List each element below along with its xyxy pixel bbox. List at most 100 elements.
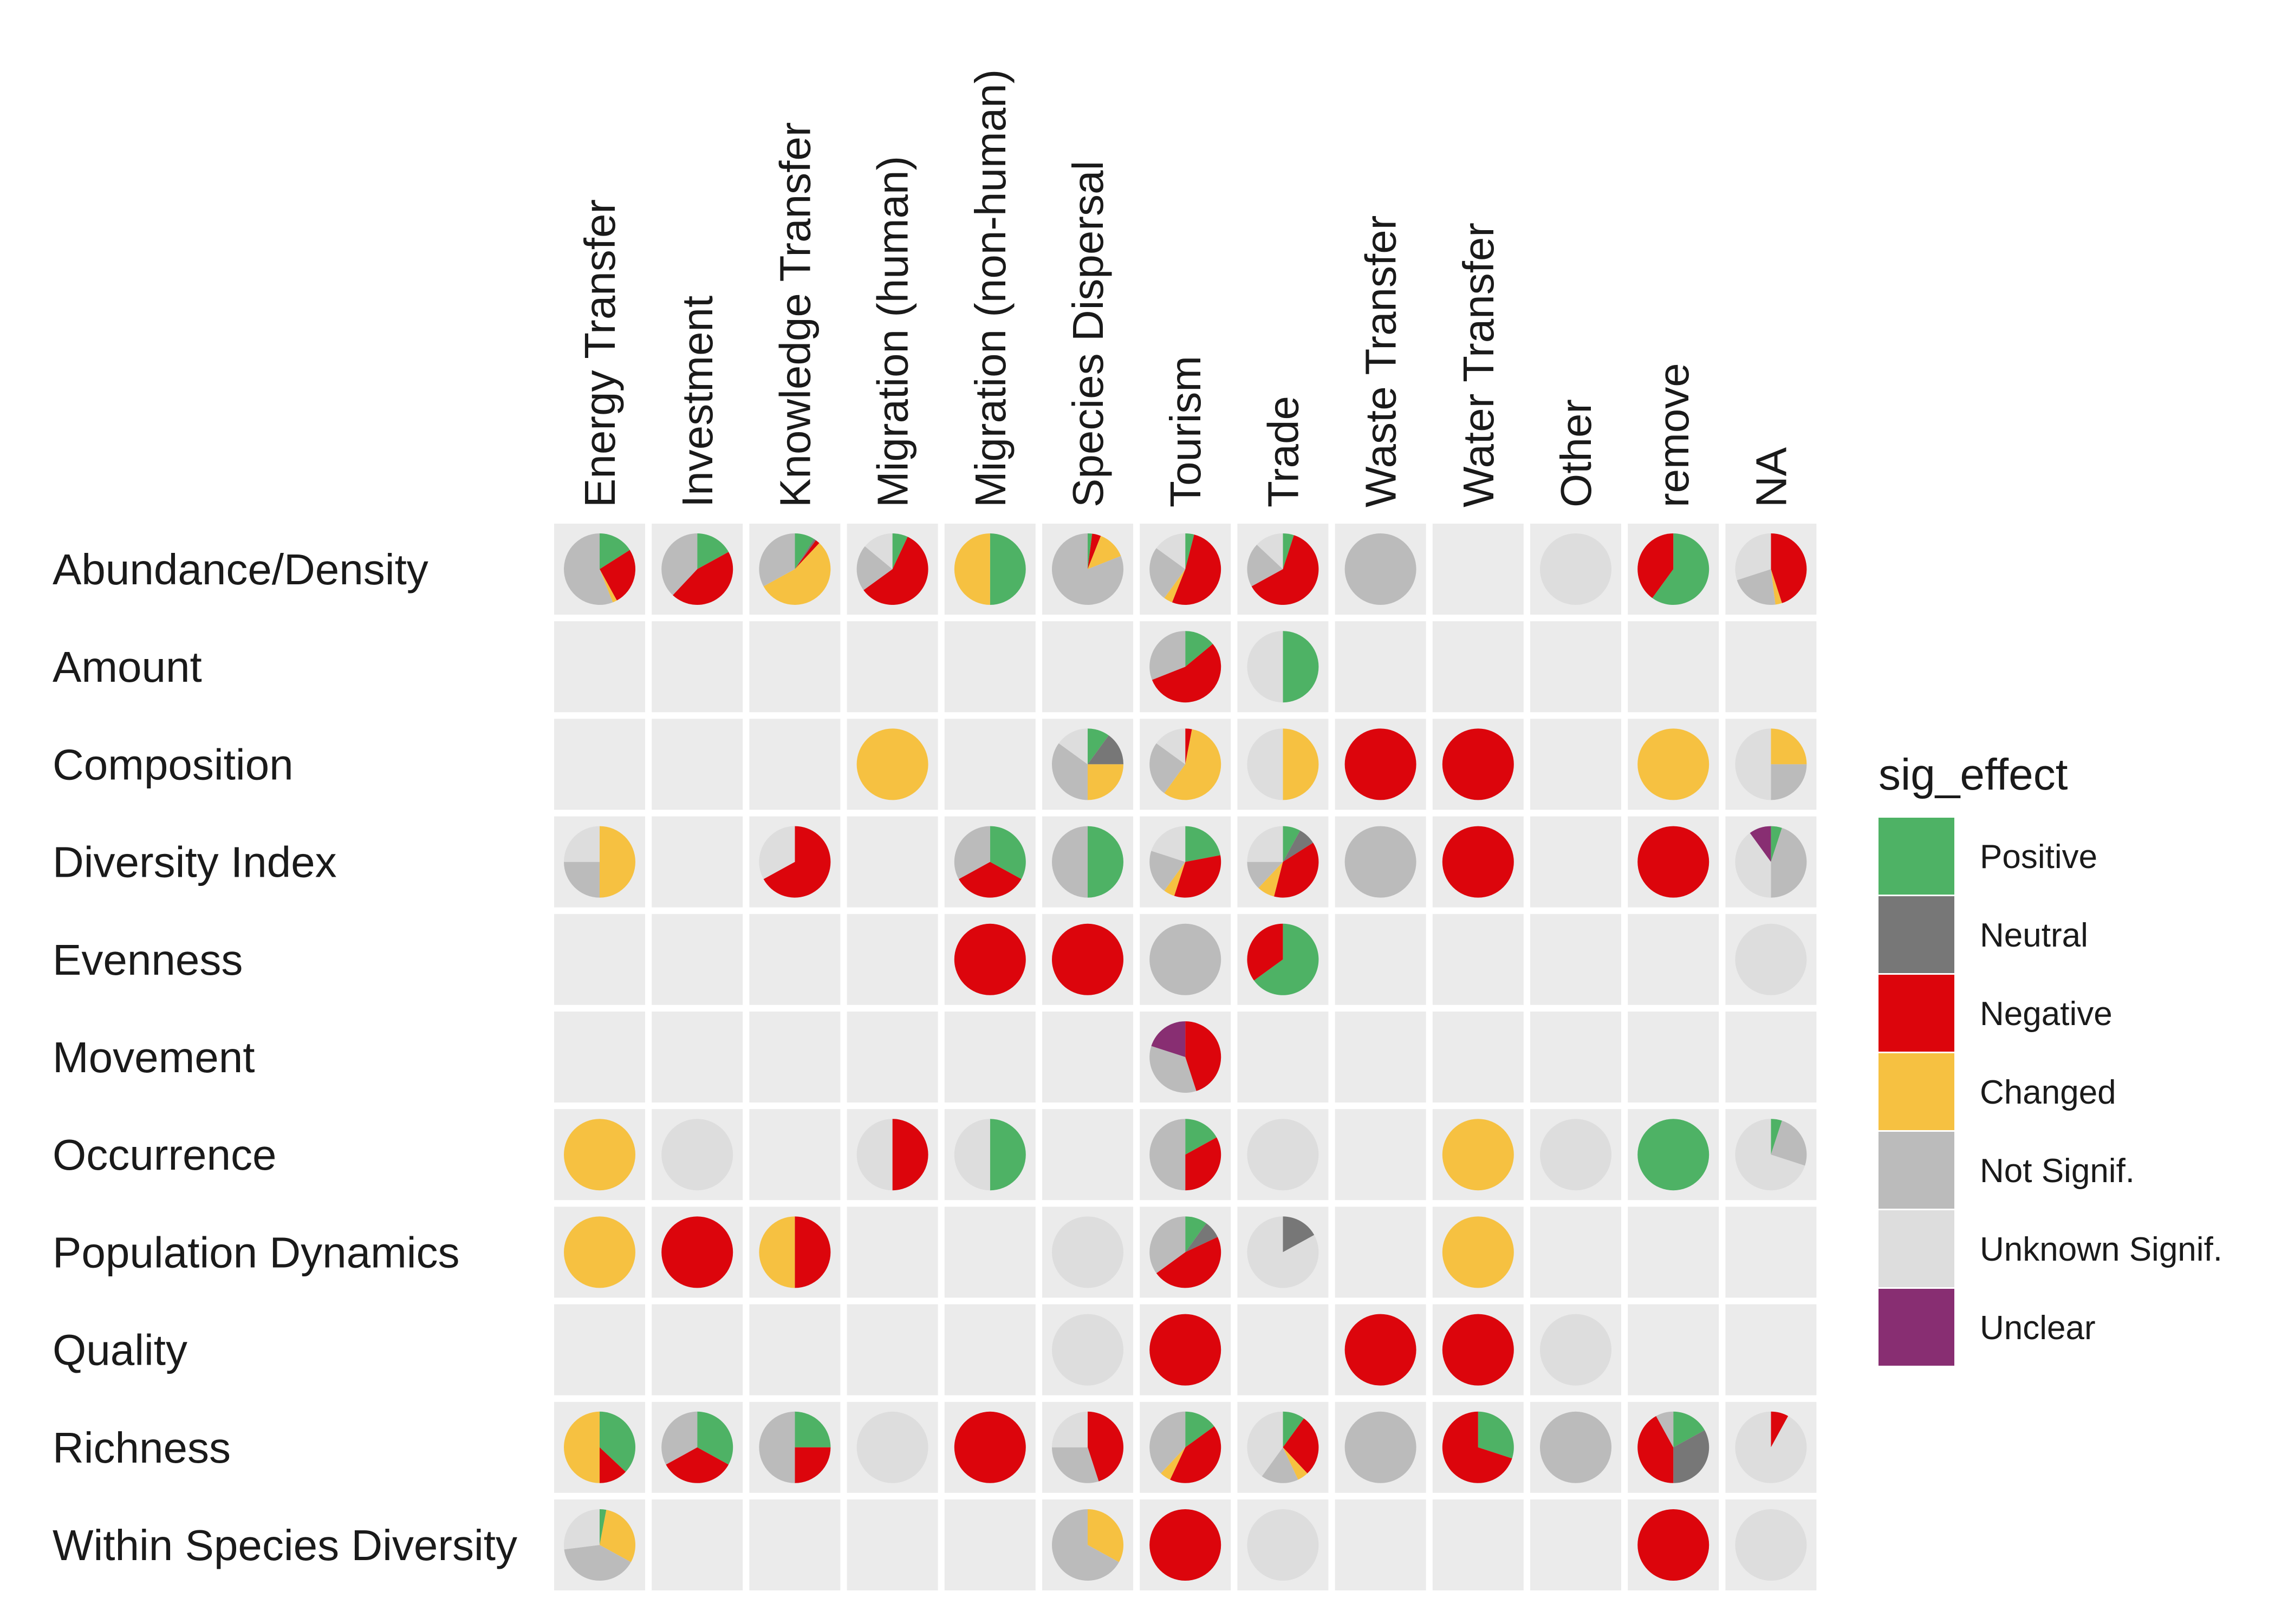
pie-slice-unknown-signif [1052, 1411, 1088, 1447]
pie-slice-changed [600, 1510, 636, 1562]
pie-abundance-density-waste-transfer [1344, 533, 1416, 605]
pie-slice-not-signif [1656, 1411, 1674, 1447]
pie-slice-unknown-signif [564, 826, 600, 862]
pie-slice-negative [1185, 728, 1192, 765]
pie-occurrence-migration-human [856, 1119, 928, 1191]
pie-slice-positive [1652, 533, 1709, 605]
grid-tile-quality-na [1725, 1304, 1817, 1395]
pie-slice-negative [958, 862, 1022, 898]
legend-key-unknown-signif [1878, 1210, 1954, 1287]
pie-population-dynamics-water-transfer [1442, 1216, 1514, 1288]
grid-tile-amount-other [1530, 621, 1621, 713]
pie-slice-not-signif [856, 546, 893, 590]
grid-tile-movement-migration-non-human [944, 1012, 1036, 1103]
pie-slice-changed [763, 543, 831, 605]
pie-evenness-na [1735, 923, 1807, 995]
column-label-na: NA [1747, 447, 1795, 507]
pie-slice-positive [1283, 631, 1319, 703]
grid-tile-movement-migration-human [847, 1012, 938, 1103]
pie-slice-changed [856, 728, 928, 800]
grid-tile-within-species-diversity-investment [652, 1499, 743, 1590]
pie-slice-neutral [1088, 735, 1123, 765]
pie-slice-negative [1185, 1021, 1221, 1091]
pie-slice-unknown-signif [1247, 1509, 1319, 1581]
pie-population-dynamics-knowledge-transfer [759, 1216, 831, 1288]
column-label-remove: remove [1649, 363, 1698, 507]
pie-slice-unclear [1151, 1021, 1186, 1057]
pie-slice-unknown-signif [1052, 1216, 1123, 1288]
grid-tile-quality-migration-human [847, 1304, 938, 1395]
pie-slice-positive [990, 1119, 1026, 1191]
pie-slice-positive [795, 533, 814, 569]
pie-slice-unknown-signif [1540, 1119, 1611, 1191]
pie-slice-positive [1088, 826, 1123, 898]
pie-slice-positive [1254, 923, 1319, 995]
grid-tile-evenness-migration-human [847, 914, 938, 1005]
column-label-knowledge-transfer: Knowledge Transfer [771, 122, 819, 507]
pie-composition-species-dispersal [1051, 728, 1123, 800]
legend-key-positive [1878, 818, 1954, 895]
pie-slice-not-signif [1149, 631, 1186, 680]
grid-tile-movement-knowledge-transfer [749, 1012, 841, 1103]
pie-slice-neutral [1185, 1223, 1218, 1253]
pie-slice-not-signif [759, 1411, 795, 1483]
pie-slice-unknown-signif [1540, 1314, 1611, 1386]
pie-slice-unclear [1750, 826, 1771, 862]
pie-slice-negative [666, 1447, 729, 1483]
pie-slice-changed [1771, 728, 1807, 765]
pie-richness-na [1735, 1411, 1807, 1483]
pie-slice-changed [1161, 1447, 1186, 1480]
pie-slice-unknown-signif [1058, 728, 1088, 765]
grid-tile-amount-species-dispersal [1042, 621, 1133, 713]
pie-evenness-trade [1247, 923, 1319, 995]
pie-slice-negative [661, 1216, 733, 1288]
pie-slice-unknown-signif [1735, 1411, 1807, 1483]
pie-amount-tourism [1149, 631, 1221, 703]
pie-occurrence-energy-transfer [564, 1119, 635, 1191]
pie-slice-unknown-signif [1151, 826, 1186, 862]
pie-slice-negative [892, 1119, 928, 1191]
row-label-evenness: Evenness [53, 936, 243, 984]
pie-slice-positive [892, 533, 908, 569]
pie-slice-not-signif [1149, 1216, 1186, 1274]
row-label-abundance-density: Abundance/Density [53, 545, 428, 593]
grid-tile-amount-water-transfer [1432, 621, 1524, 713]
pie-richness-tourism [1149, 1411, 1221, 1483]
pie-composition-remove [1637, 728, 1709, 800]
pie-slice-negative [795, 1447, 831, 1483]
grid-tile-occurrence-species-dispersal [1042, 1109, 1133, 1201]
pie-slice-negative [1052, 923, 1123, 995]
pie-occurrence-trade [1247, 1119, 1319, 1191]
column-labels: Energy Transfer Investment Knowledge Trans… [576, 69, 1795, 507]
pie-diversity-index-remove [1637, 826, 1709, 898]
pie-movement-tourism [1149, 1021, 1221, 1093]
grid-tile-amount-remove [1628, 621, 1719, 713]
pie-slice-negative [1442, 1411, 1512, 1483]
pie-slice-unknown-signif [1052, 1314, 1123, 1386]
legend-label-neutral: Neutral [1980, 917, 2088, 954]
grid-tile-quality-knowledge-transfer [749, 1304, 841, 1395]
pie-slice-negative [763, 826, 831, 898]
grid-tile-population-dynamics-na [1725, 1206, 1817, 1298]
grid-tile-evenness-investment [652, 914, 743, 1005]
row-label-occurrence: Occurrence [53, 1131, 276, 1179]
grid-tile-quality-migration-non-human [944, 1304, 1036, 1395]
pie-abundance-density-tourism [1149, 533, 1221, 605]
legend-label-changed: Changed [1980, 1074, 2116, 1111]
column-label-investment: Investment [673, 296, 722, 507]
pie-slice-unknown-signif [954, 1119, 990, 1191]
pie-slice-not-signif [1149, 743, 1186, 793]
pie-population-dynamics-trade [1247, 1216, 1319, 1288]
pie-within-species-diversity-na [1735, 1509, 1807, 1581]
pie-slice-changed [564, 1119, 635, 1191]
pie-slice-not-signif [1247, 862, 1283, 888]
pie-occurrence-investment [661, 1119, 733, 1191]
pie-slice-unknown-signif [1247, 1216, 1319, 1288]
pie-slice-not-signif [1771, 827, 1807, 898]
grid-tile-amount-waste-transfer [1335, 621, 1426, 713]
row-label-diversity-index: Diversity Index [53, 838, 337, 886]
pie-quality-water-transfer [1442, 1314, 1514, 1386]
pie-slice-not-signif [1051, 743, 1088, 800]
pie-slice-changed [1283, 728, 1319, 800]
row-label-movement: Movement [53, 1033, 255, 1081]
